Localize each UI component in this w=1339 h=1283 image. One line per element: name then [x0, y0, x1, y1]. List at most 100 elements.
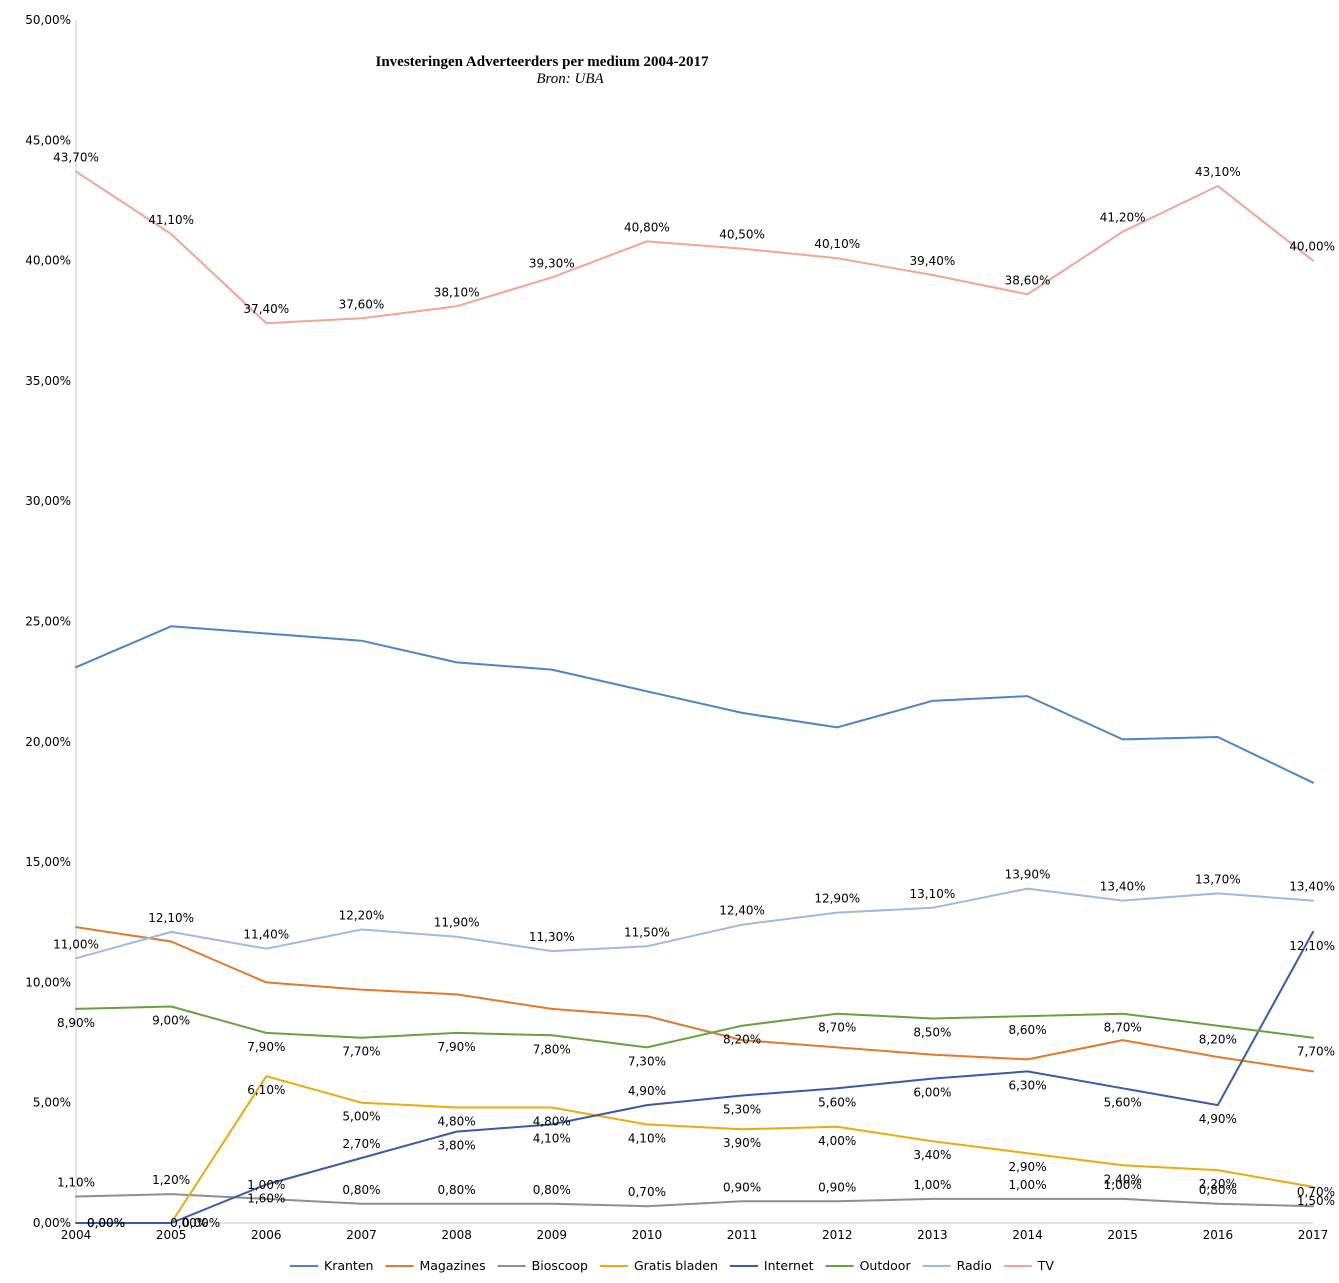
data-label: 8,70% [1104, 1021, 1142, 1035]
data-label: 40,10% [814, 237, 860, 251]
x-tick-label: 2007 [346, 1228, 377, 1242]
data-label: 38,10% [434, 285, 480, 299]
data-label: 4,90% [1199, 1112, 1237, 1126]
x-tick-label: 2010 [632, 1228, 663, 1242]
data-label: 5,60% [1104, 1095, 1142, 1109]
chart-legend: Kranten Magazines Bioscoop Gratis bladen Int… [290, 1258, 1054, 1273]
x-tick-label: 2016 [1203, 1228, 1234, 1242]
data-label: 41,10% [148, 213, 194, 227]
data-label: 43,10% [1195, 165, 1241, 179]
data-label: 0,70% [1297, 1185, 1335, 1199]
data-label: 1,10% [57, 1176, 95, 1190]
series-line-magazines [75, 926, 1314, 1073]
data-label: 0,90% [723, 1180, 761, 1194]
data-label: 0,80% [342, 1183, 380, 1197]
data-labels: 1,10% 1,20% 1,00% 0,80% 0,80% 0,80% 0,70% 0,90%… [53, 151, 1335, 1230]
data-label: 11,40% [243, 928, 289, 942]
legend-label: Internet [764, 1258, 814, 1273]
x-tick-label: 2004 [61, 1228, 92, 1242]
data-label: 2,40% [1104, 1172, 1142, 1186]
series-line-outdoor [75, 1005, 1314, 1049]
data-label: 0,00% [87, 1216, 125, 1230]
data-label: 11,90% [434, 916, 480, 930]
data-label: 12,20% [339, 908, 385, 922]
data-label: 0,80% [533, 1183, 571, 1197]
series-lines [75, 170, 1314, 1224]
data-label: 39,40% [910, 254, 956, 268]
x-tick-label: 2008 [441, 1228, 472, 1242]
data-label: 11,30% [529, 930, 575, 944]
chart-subtitle: Bron: UBA [536, 71, 604, 87]
data-label: 5,30% [723, 1102, 761, 1116]
y-tick-label: 50,00% [25, 13, 71, 27]
data-label: 1,00% [913, 1178, 951, 1192]
x-tick-label: 2012 [822, 1228, 853, 1242]
data-label: 7,70% [1297, 1045, 1335, 1059]
series-line-bioscoop [75, 1193, 1314, 1208]
data-label: 3,80% [438, 1139, 476, 1153]
legend-item-gratis-bladen: Gratis bladen [599, 1258, 718, 1273]
y-tick-label: 5,00% [33, 1096, 71, 1110]
data-label: 13,40% [1289, 880, 1335, 894]
data-label: 8,20% [1199, 1033, 1237, 1047]
chart-title: Investeringen Adverteerders per medium 2… [375, 54, 709, 70]
data-label: 1,00% [1008, 1178, 1046, 1192]
data-label: 9,00% [152, 1013, 190, 1027]
data-label: 0,70% [628, 1185, 666, 1199]
data-label: 7,70% [342, 1045, 380, 1059]
data-label: 3,90% [723, 1136, 761, 1150]
y-tick-label: 20,00% [25, 735, 71, 749]
data-label: 8,20% [723, 1033, 761, 1047]
data-label: 13,10% [910, 887, 956, 901]
data-label: 7,90% [247, 1040, 285, 1054]
data-label: 0,00% [87, 1216, 125, 1230]
x-tick-label: 2017 [1298, 1228, 1329, 1242]
x-tick-label: 2013 [917, 1228, 948, 1242]
x-tick-label: 2005 [156, 1228, 187, 1242]
legend-label: Bioscoop [532, 1258, 588, 1273]
legend-label: TV [1037, 1258, 1055, 1273]
data-label: 13,90% [1005, 868, 1051, 882]
series-line-gratis-bladen [75, 1075, 1314, 1224]
data-label: 8,90% [57, 1016, 95, 1030]
data-label: 0,80% [438, 1183, 476, 1197]
data-label: 8,70% [818, 1021, 856, 1035]
data-label: 1,60% [247, 1192, 285, 1206]
data-label: 5,60% [818, 1095, 856, 1109]
data-label: 12,10% [148, 911, 194, 925]
data-label: 12,90% [814, 892, 860, 906]
data-label: 12,40% [719, 904, 765, 918]
legend-label: Radio [957, 1258, 992, 1273]
data-label: 1,20% [152, 1173, 190, 1187]
data-label: 4,10% [628, 1131, 666, 1145]
data-label: 6,00% [913, 1086, 951, 1100]
data-label: 43,70% [53, 151, 99, 165]
data-label: 40,50% [719, 228, 765, 242]
data-label: 41,20% [1100, 211, 1146, 225]
x-tick-label: 2009 [536, 1228, 567, 1242]
legend-item-magazines: Magazines [385, 1258, 486, 1273]
data-label: 39,30% [529, 256, 575, 270]
legend-label: Kranten [324, 1258, 373, 1273]
series-line-kranten [75, 625, 1314, 784]
data-label: 4,80% [533, 1115, 571, 1129]
data-label: 13,40% [1100, 880, 1146, 894]
data-label: 7,90% [438, 1040, 476, 1054]
x-tick-label: 2006 [251, 1228, 282, 1242]
data-label: 4,80% [438, 1115, 476, 1129]
data-label: 3,40% [913, 1148, 951, 1162]
data-label: 4,00% [818, 1134, 856, 1148]
legend-item-internet: Internet [729, 1258, 814, 1273]
data-label: 1,00% [1104, 1178, 1142, 1192]
data-label: 0,00% [170, 1216, 208, 1230]
x-tick-label: 2015 [1107, 1228, 1138, 1242]
data-label: 38,60% [1005, 273, 1051, 287]
data-label: 11,50% [624, 925, 670, 939]
legend-item-kranten: Kranten [290, 1258, 373, 1273]
y-tick-label: 30,00% [25, 494, 71, 508]
legend-item-tv: TV [1003, 1258, 1055, 1273]
data-label: 40,80% [624, 220, 670, 234]
series-line-tv [75, 170, 1314, 325]
data-label: 37,60% [339, 297, 385, 311]
